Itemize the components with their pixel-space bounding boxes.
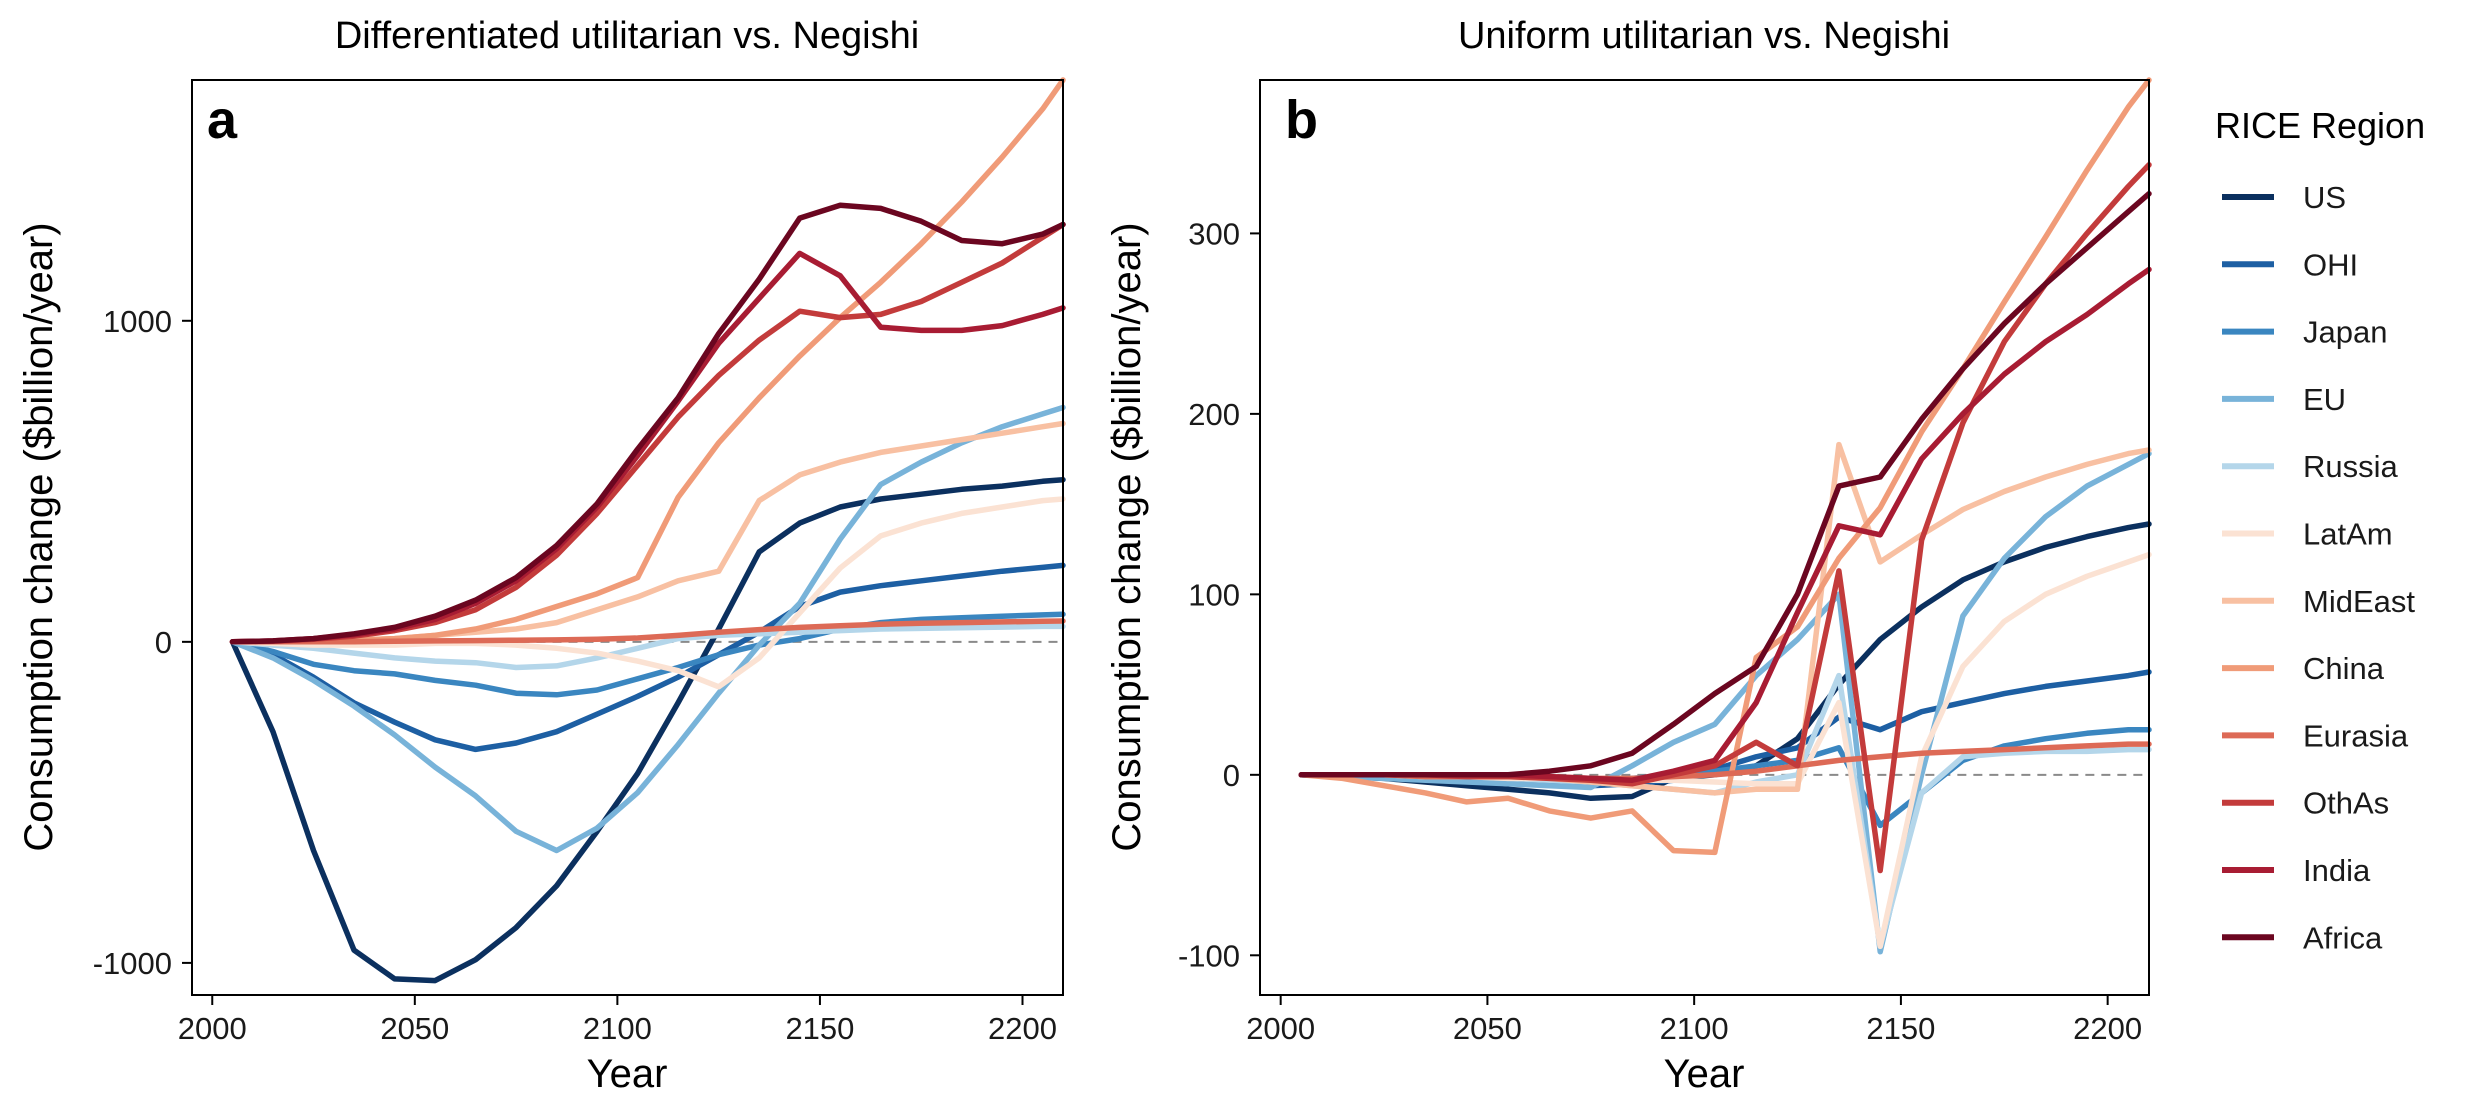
panel-b-y-tick-label: 100 — [1188, 577, 1240, 612]
legend-label: Japan — [2303, 315, 2387, 350]
legend-item-africa: Africa — [2222, 920, 2383, 955]
legend-item-eu: EU — [2222, 382, 2346, 417]
panel-b-plot-area — [1259, 77, 2152, 996]
panel-a-series-eu — [229, 404, 1066, 854]
legend-item-ohi: OHI — [2222, 247, 2358, 282]
panel-a-y-axis-title: Consumption change ($billion/year) — [17, 222, 61, 851]
legend-title: RICE Region — [2215, 105, 2425, 146]
panel-b-y-tick-label: -100 — [1178, 938, 1240, 973]
panel-b-y-tick-label: 0 — [1223, 758, 1240, 793]
legend-label: MidEast — [2303, 584, 2415, 619]
legend-item-china: China — [2222, 651, 2385, 686]
panel-b-title: Uniform utilitarian vs. Negishi — [1458, 15, 1950, 57]
panel-b-y-tick-label: 300 — [1188, 216, 1240, 251]
legend-item-latam: LatAm — [2222, 517, 2393, 552]
legend-item-us: US — [2222, 180, 2346, 215]
panel-a-x-tick-label: 2100 — [583, 1011, 652, 1046]
panel-a-frame — [191, 79, 1064, 996]
panel-a-x-tick-label: 2050 — [380, 1011, 449, 1046]
panel-a-series-japan — [229, 611, 1066, 698]
panel-a-plot-area — [191, 77, 1066, 996]
legend-label: LatAm — [2303, 517, 2393, 552]
panel-a-series-latam — [229, 496, 1066, 690]
panel-b-series-eu — [1298, 450, 2152, 955]
panel-b-x-tick-label: 2150 — [1866, 1011, 1935, 1046]
panel-a-letter: a — [207, 90, 238, 150]
legend-label: OHI — [2303, 247, 2358, 282]
panel-a-series-ohi — [229, 562, 1066, 753]
panel-b-letter: b — [1285, 90, 1318, 150]
legend-label: Eurasia — [2303, 718, 2409, 753]
legend-item-russia: Russia — [2222, 449, 2399, 484]
legend-label: India — [2303, 853, 2371, 888]
panel-a-x-tick-label: 2000 — [178, 1011, 247, 1046]
legend-item-mideast: MidEast — [2222, 584, 2415, 619]
panel-a-y-tick-label: 1000 — [103, 304, 172, 339]
legend-item-india: India — [2222, 853, 2371, 888]
panel-b-background — [1260, 80, 2149, 995]
panel-a-x-tick-label: 2150 — [785, 1011, 854, 1046]
panel-a-x-tick-label: 2200 — [988, 1011, 1057, 1046]
panel-a-y-tick-label: -1000 — [93, 946, 172, 981]
panel-b-x-axis-title: Year — [1664, 1052, 1745, 1096]
legend-label: EU — [2303, 382, 2346, 417]
panel-a: Differentiated utilitarian vs. Negishi 2… — [17, 15, 1066, 1096]
panel-b-y-tick-label: 200 — [1188, 397, 1240, 432]
legend-label: OthAs — [2303, 786, 2389, 821]
panel-a-series-us — [229, 476, 1066, 984]
legend-item-othas: OthAs — [2222, 786, 2389, 821]
legend-label: China — [2303, 651, 2385, 686]
panel-a-y-tick-label: 0 — [155, 625, 172, 660]
panel-b-series-africa — [1298, 190, 2152, 778]
legend: RICE Region US OHI Japan EU Russia LatAm MidEa… — [2215, 105, 2425, 955]
panel-b-y-axis-title: Consumption change ($billion/year) — [1105, 222, 1149, 851]
legend-label: US — [2303, 180, 2346, 215]
panel-b-x-tick-label: 2000 — [1246, 1011, 1315, 1046]
panel-a-series-africa — [229, 202, 1066, 645]
panel-a-series-russia — [229, 623, 1066, 671]
panel-a-series-eurasia — [229, 618, 1066, 645]
legend-item-japan: Japan — [2222, 315, 2387, 350]
legend-label: Africa — [2303, 920, 2383, 955]
panel-b-x-tick-label: 2050 — [1453, 1011, 1522, 1046]
panel-a-x-axis-title: Year — [587, 1052, 668, 1096]
legend-item-eurasia: Eurasia — [2222, 718, 2409, 753]
panel-a-background — [192, 80, 1063, 995]
panel-a-title: Differentiated utilitarian vs. Negishi — [335, 15, 919, 57]
panel-b-x-tick-label: 2200 — [2073, 1011, 2142, 1046]
legend-label: Russia — [2303, 449, 2399, 484]
panel-b: Uniform utilitarian vs. Negishi 2000 2050… — [1105, 15, 2152, 1096]
panel-b-x-tick-label: 2100 — [1660, 1011, 1729, 1046]
panel-b-frame — [1259, 79, 2150, 996]
